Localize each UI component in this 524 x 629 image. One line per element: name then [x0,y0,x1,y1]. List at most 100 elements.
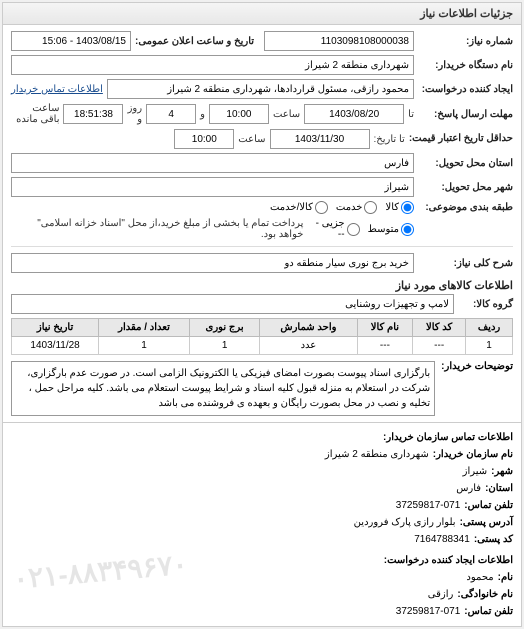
org-name-line: نام سازمان خریدار:شهرداری منطقه 2 شیراز [11,446,513,463]
postal-label: کد پستی: [474,531,513,548]
radio-service-input[interactable] [364,201,377,214]
phone-label: تلفن تماس: [464,497,513,514]
radio-goods-service[interactable]: کالا/خدمت [270,201,328,214]
remaining-time-input[interactable] [63,104,123,124]
row-buyer-device: نام دستگاه خریدار: [11,55,513,75]
lname-label: نام خانوادگی: [457,586,513,603]
city: شیراز [463,463,488,480]
panel-body: شماره نیاز: تاریخ و ساعت اعلان عمومی: نا… [3,25,521,422]
days-label: روز و [127,103,142,125]
validity-until: تا تاریخ: [374,134,405,145]
buyer-desc-text: بارگزاری اسناد پیوست بصورت امضای فیزیکی … [11,361,435,416]
address-line: آدرس پستی:بلوار رازی پارک فروردین [11,514,513,531]
request-number-input[interactable] [264,31,414,51]
province-line: استان:فارس [11,480,513,497]
delivery-city-label: شهر محل تحویل: [418,182,513,193]
buyer-device-label: نام دستگاه خریدار: [418,60,513,71]
public-datetime-input[interactable] [11,31,131,51]
row-delivery-city: شهر محل تحویل: [11,177,513,197]
radio-large-input[interactable] [347,223,360,236]
th-date: تاریخ نیاز [12,319,99,337]
td-row: 1 [466,337,513,355]
phone-line: تلفن تماس:37259817-071 [11,497,513,514]
row-request-number: شماره نیاز: تاریخ و ساعت اعلان عمومی: [11,31,513,51]
creator-contact-heading: اطلاعات ایجاد کننده درخواست: [11,552,513,569]
contact-block: اطلاعات تماس سازمان خریدار: نام سازمان خ… [3,423,521,626]
creator-label: ایجاد کننده درخواست: [418,84,513,95]
size-radio-group: متوسط جزیی --- [315,218,414,240]
row-validity: حداقل تاریخ اعتبار قیمت: تا تاریخ: ساعت [11,129,513,149]
th-qty: تعداد / مقدار [99,319,190,337]
row-need-summary: شرح کلی نیاز: [11,253,513,273]
fname-label: نام: [498,569,513,586]
table-row[interactable]: 1 --- --- عدد 1 1 1403/11/28 [12,337,513,355]
radio-medium-input[interactable] [401,223,414,236]
city-line: شهر:شیراز [11,463,513,480]
radio-medium[interactable]: متوسط [368,223,414,236]
contact-phone: 37259817-071 [396,603,461,620]
type-radio-group: کالا خدمت کالا/خدمت [270,201,414,214]
goods-section-title: اطلاعات کالاهای مورد نیاز [11,279,513,292]
th-name: نام کالا [357,319,413,337]
need-summary-input[interactable] [11,253,414,273]
th-code: کد کالا [413,319,466,337]
response-time-label: ساعت [273,109,300,120]
buyer-device-input[interactable] [11,55,414,75]
radio-large[interactable]: جزیی --- [315,218,359,240]
td-unit: عدد [260,337,357,355]
days-input[interactable] [146,104,196,124]
goods-group-label: گروه کالا: [458,299,513,310]
public-datetime-label: تاریخ و ساعت اعلان عمومی: [135,36,254,47]
radio-goods-input[interactable] [401,201,414,214]
goods-group-input[interactable] [11,294,454,314]
request-number-label: شماره نیاز: [418,36,513,47]
td-qty: 1 [99,337,190,355]
lname-line: نام خانوادگی:رازقی [11,586,513,603]
delivery-province-input[interactable] [11,153,414,173]
response-deadline-label: مهلت ارسال پاسخ: [418,109,513,120]
radio-goods-service-input[interactable] [315,201,328,214]
td-name: --- [357,337,413,355]
td-code: --- [413,337,466,355]
validity-date-input[interactable] [270,129,370,149]
org-name: شهرداری منطقه 2 شیراز [325,446,429,463]
td-date: 1403/11/28 [12,337,99,355]
lname: رازقی [428,586,454,603]
response-date-input[interactable] [304,104,404,124]
radio-service[interactable]: خدمت [336,201,378,214]
response-until: تا [408,109,414,120]
row-creator: ایجاد کننده درخواست: اطلاعات تماس خریدار [11,79,513,99]
validity-time-label2: ساعت [238,134,265,145]
postal: 7164788341 [414,531,470,548]
address-label: آدرس پستی: [460,514,513,531]
and-label: و [200,109,205,120]
goods-table: ردیف کد کالا نام کالا واحد شمارش برج نور… [11,318,513,355]
row-response-deadline: مهلت ارسال پاسخ: تا ساعت و روز و ساعت با… [11,103,513,125]
row-packaging: طبقه بندی موضوعی: کالا خدمت کالا/خدمت [11,201,513,214]
org-contact-heading: اطلاعات تماس سازمان خریدار: [11,429,513,446]
province: فارس [456,480,481,497]
row-delivery-province: استان محل تحویل: [11,153,513,173]
need-summary-label: شرح کلی نیاز: [418,258,513,269]
remaining-label: ساعت باقی مانده [11,103,59,125]
td-price: 1 [189,337,259,355]
org-name-label: نام سازمان خریدار: [433,446,513,463]
delivery-province-label: استان محل تحویل: [418,158,513,169]
th-unit: واحد شمارش [260,319,357,337]
fname: محمود [466,569,493,586]
phone: 37259817-071 [396,497,461,514]
response-time-input[interactable] [209,104,269,124]
city-label: شهر: [491,463,513,480]
buyer-contact-link[interactable]: اطلاعات تماس خریدار [11,84,103,95]
details-panel: جزئیات اطلاعات نیاز شماره نیاز: تاریخ و … [2,2,522,627]
radio-goods[interactable]: کالا [385,201,414,214]
divider [11,246,513,247]
packaging-label: طبقه بندی موضوعی: [418,202,513,213]
creator-input[interactable] [107,79,414,99]
payment-note: پرداخت تمام یا بخشی از مبلغ خرید،از محل … [11,218,303,240]
address: بلوار رازی پارک فروردین [354,514,456,531]
postal-line: کد پستی:7164788341 [11,531,513,548]
validity-time-input[interactable] [174,129,234,149]
delivery-city-input[interactable] [11,177,414,197]
table-header-row: ردیف کد کالا نام کالا واحد شمارش برج نور… [12,319,513,337]
